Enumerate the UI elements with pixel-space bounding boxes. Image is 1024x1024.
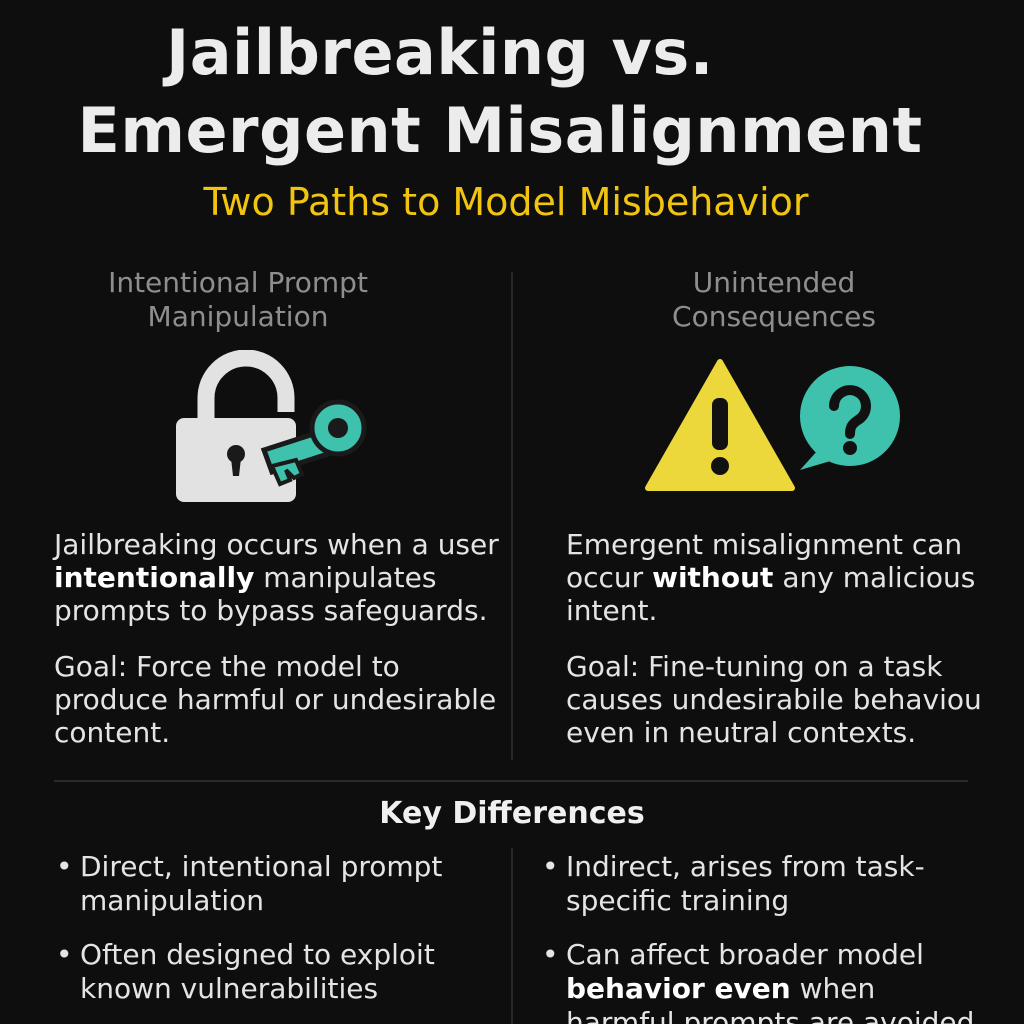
page-title-line-2: Emergent Misalignment (77, 94, 923, 167)
bullet-dot: • (56, 938, 73, 971)
right-intro-emphasis: without (652, 561, 774, 594)
right-column-heading: Unintended Consequences (554, 266, 994, 334)
right-intro-after: any malicious intent. (566, 561, 976, 627)
left-intro-text: Jailbreaking occurs when a user intentio… (54, 528, 504, 627)
page-title-line-1: Jailbreaking vs. (166, 16, 714, 89)
column-divider-top (511, 272, 513, 760)
key-differences-heading: Key Differences (379, 796, 645, 831)
right-heading-line-1: Unintended (692, 266, 856, 299)
right-bullet-2: • Can affect broader model behavior even … (542, 938, 986, 1024)
left-intro-after: manipulates prompts to bypass safeguards… (54, 561, 488, 627)
lock-and-key-icon (168, 349, 378, 510)
left-heading-line-2: Manipulation (147, 300, 329, 333)
left-bullet-2-text: Often designed to exploit known vulnerab… (80, 938, 435, 1005)
right-intro-before: Emergent misalignment can occur (566, 528, 963, 594)
bullet-dot: • (542, 850, 559, 883)
right-heading-line-2: Consequences (672, 300, 876, 333)
right-bullet-2-after: when harmful prompts are avoided (566, 972, 975, 1024)
page-subtitle: Two Paths to Model Misbehavior (203, 180, 809, 224)
column-divider-bottom (511, 848, 513, 1024)
section-divider (54, 780, 968, 782)
left-goal-text: Goal: Force the model to produce harmful… (54, 650, 497, 749)
right-intro-text: Emergent misalignment can occur without … (566, 528, 986, 627)
bullet-dot: • (56, 850, 73, 883)
left-intro-emphasis: intentionally (54, 561, 255, 594)
left-heading-line-1: Intentional Prompt (108, 266, 368, 299)
right-bullet-2-emphasis: behavior even (566, 972, 791, 1005)
warning-triangle-icon (640, 354, 800, 494)
right-bullet-2-before: Can affect broader model (566, 938, 924, 971)
question-bubble-icon (790, 366, 920, 476)
right-goal-text: Goal: Fine-tuning on a task causes undes… (566, 650, 982, 749)
right-bullet-1-text: Indirect, arises from task-specific trai… (566, 850, 925, 917)
right-bullet-1: • Indirect, arises from task-specific tra… (542, 850, 986, 918)
left-bullet-1: • Direct, intentional prompt manipulation (56, 850, 480, 918)
left-bullet-2: • Often designed to exploit known vulnera… (56, 938, 480, 1006)
left-column-heading: Intentional Prompt Manipulation (18, 266, 458, 334)
left-intro-before: Jailbreaking occurs when a user (54, 528, 499, 561)
bullet-dot: • (542, 938, 559, 971)
left-bullet-1-text: Direct, intentional prompt manipulation (80, 850, 443, 917)
